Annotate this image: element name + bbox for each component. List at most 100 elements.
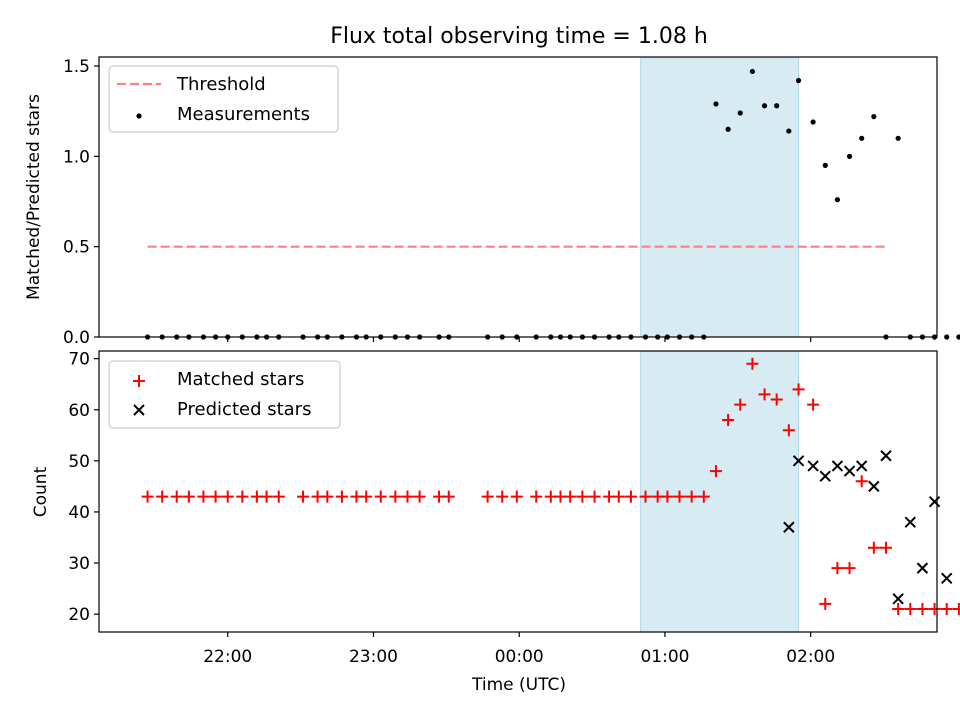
bottom-y-tick-label: 20: [68, 605, 90, 625]
predicted-star-point: [843, 465, 856, 477]
matched-star-point: [389, 490, 402, 503]
matched-star-point: [746, 357, 759, 370]
predicted-star-point: [941, 572, 953, 585]
bottom-legend-box: [108, 360, 341, 429]
predicted-star-point: [819, 470, 831, 482]
top-y-tick-label: 1.0: [63, 147, 90, 167]
matched-star-point: [170, 490, 183, 503]
top-y-tick-label: 0.5: [63, 238, 90, 258]
predicted-stars-series: [783, 450, 953, 605]
matched-star-point: [782, 424, 795, 437]
predicted-star-point: [928, 496, 941, 508]
matched-star-point: [197, 490, 210, 503]
bottom-shaded-interval: [640, 350, 800, 633]
bottom-y-tick-label: 40: [68, 503, 90, 523]
matched-star-point: [156, 490, 169, 503]
bottom-x-tick-label: 02:00: [786, 647, 835, 667]
measurement-point: [761, 103, 768, 109]
measurement-point: [895, 135, 901, 141]
matched-stars-series: [141, 357, 960, 616]
top-y-axis-label: Matched/Predicted stars: [24, 94, 44, 300]
predicted-star-point: [904, 516, 916, 528]
top-y-tick-label: 0.0: [63, 328, 90, 348]
matched-star-point: [272, 490, 285, 503]
matched-star-point: [510, 490, 523, 503]
matched-star-point: [892, 603, 905, 616]
matched-star-point: [855, 475, 868, 488]
matched-star-point: [843, 562, 856, 575]
matched-star-point: [940, 603, 953, 616]
matched-star-point: [588, 490, 601, 503]
predicted-star-point: [892, 593, 904, 605]
measurement-point: [786, 128, 792, 134]
predicted-star-point: [783, 521, 795, 533]
measurement-point: [871, 114, 877, 120]
top-panel: Flux total observing time = 1.08 h 0.00.…: [24, 24, 960, 348]
legend-matched-label: Matched stars: [177, 369, 304, 390]
bottom-panel: 20 30 40 50 60 70 22:00 23:00 00:00 01:00 02:00 C…: [31, 350, 960, 695]
legend-matched-swatch: [133, 375, 145, 387]
predicted-star-point: [916, 562, 929, 574]
bottom-legend: Matched stars Predicted stars: [108, 360, 341, 429]
bottom-y-tick-label: 50: [68, 452, 90, 472]
predicted-star-point: [868, 480, 880, 493]
legend-threshold-label: Threshold: [176, 74, 266, 95]
bottom-x-tick-label: 01:00: [640, 647, 689, 667]
top-y-axis: 0.0 0.5 1.0 1.5: [63, 57, 99, 348]
matched-star-point: [673, 490, 686, 503]
matched-star-point: [661, 490, 674, 503]
matched-star-point: [221, 490, 234, 503]
matched-star-point: [639, 490, 652, 503]
top-x-axis-ticks: [227, 337, 812, 342]
measurement-point: [713, 101, 719, 107]
legend-measurements-swatch: [136, 113, 142, 119]
matched-star-point: [819, 597, 832, 610]
top-y-tick-label: 1.5: [63, 57, 90, 77]
matched-star-point: [697, 490, 710, 503]
matched-star-point: [624, 490, 637, 503]
matched-star-point: [321, 490, 334, 503]
matched-star-point: [928, 603, 941, 616]
bottom-y-tick-label: 70: [68, 350, 90, 370]
matched-star-point: [182, 490, 195, 503]
bottom-x-tick-label: 23:00: [349, 647, 398, 667]
measurement-point: [944, 334, 950, 340]
bottom-y-tick-label: 60: [68, 401, 90, 421]
bottom-plot-frame: [98, 350, 938, 633]
matched-star-point: [952, 603, 960, 616]
matched-star-point: [413, 490, 426, 503]
measurement-point: [956, 334, 960, 340]
matched-star-point: [916, 603, 929, 616]
bottom-y-tick-label: 30: [68, 554, 90, 574]
bottom-y-axis-label: Count: [31, 466, 51, 517]
matched-star-point: [564, 490, 577, 503]
bottom-x-tick-label: 22:00: [203, 647, 252, 667]
matched-star-point: [530, 490, 543, 503]
matched-star-point: [685, 490, 698, 503]
legend-measurements-label: Measurements: [177, 104, 310, 125]
matched-star-point: [360, 490, 373, 503]
matched-star-point: [141, 490, 154, 503]
matched-star-point: [758, 388, 771, 401]
matched-star-point: [807, 398, 820, 411]
matched-star-point: [481, 490, 494, 503]
legend-predicted-label: Predicted stars: [177, 399, 311, 420]
matched-star-point: [496, 490, 509, 503]
measurement-point: [725, 126, 731, 132]
matched-star-point: [401, 490, 414, 503]
bottom-x-axis: 22:00 23:00 00:00 01:00 02:00: [203, 632, 835, 667]
measurement-point: [822, 162, 828, 168]
matched-star-point: [612, 490, 625, 503]
bottom-x-tick-label: 00:00: [495, 647, 544, 667]
matched-star-point: [770, 393, 783, 406]
measurement-point: [859, 135, 865, 141]
matched-star-point: [904, 603, 917, 616]
matched-star-point: [792, 383, 805, 396]
matched-star-point: [335, 490, 348, 503]
matched-star-point: [236, 490, 249, 503]
measurement-point: [834, 197, 841, 203]
matched-star-point: [209, 490, 222, 503]
matched-star-point: [734, 398, 747, 411]
predicted-star-point: [792, 455, 805, 467]
matched-star-point: [722, 413, 735, 426]
